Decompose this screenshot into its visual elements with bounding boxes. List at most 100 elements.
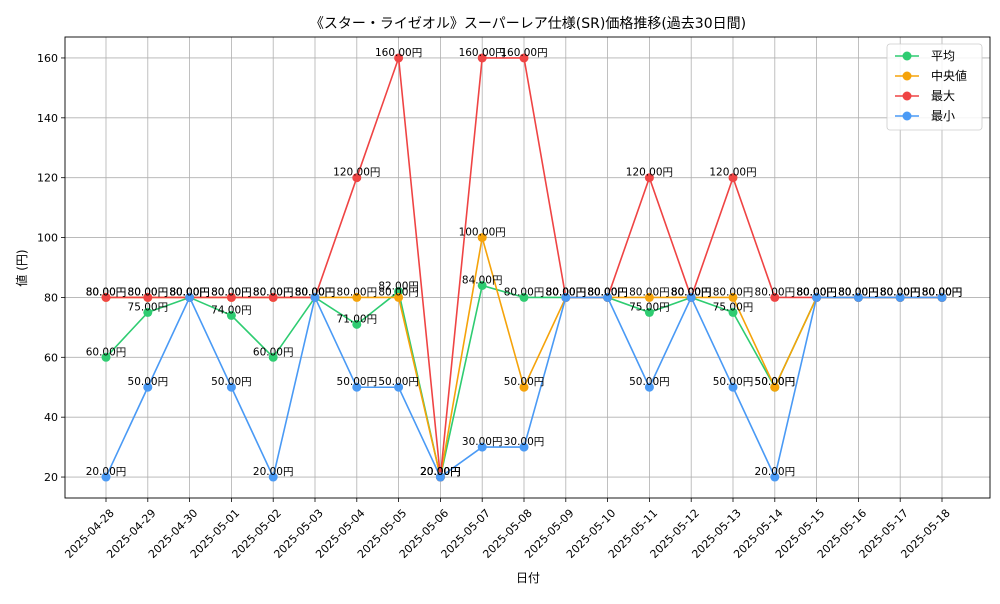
y-tick-label: 40 — [44, 411, 58, 424]
data-point — [937, 292, 947, 302]
data-label: 80.00円 — [796, 286, 837, 298]
data-point — [644, 173, 654, 183]
data-point — [268, 352, 278, 362]
data-label: 80.00円 — [880, 286, 921, 298]
data-label: 80.00円 — [295, 286, 336, 298]
data-label: 30.00円 — [504, 436, 545, 448]
data-label: 80.00円 — [838, 286, 879, 298]
data-label: 50.00円 — [755, 376, 796, 388]
y-tick-label: 80 — [44, 291, 58, 304]
data-point — [310, 292, 320, 302]
legend-box — [886, 43, 983, 131]
legend-label: 中央値 — [931, 68, 967, 83]
y-tick-label: 100 — [37, 232, 58, 245]
data-point — [561, 292, 571, 302]
data-point — [101, 292, 111, 302]
x-axis-label: 日付 — [516, 571, 540, 585]
data-label: 75.00円 — [629, 301, 670, 313]
y-axis-label: 値 (円) — [14, 249, 29, 286]
data-point — [143, 292, 153, 302]
data-point — [143, 382, 153, 392]
series-layer — [101, 53, 947, 482]
data-label: 80.00円 — [796, 286, 837, 298]
data-label: 80.00円 — [838, 286, 879, 298]
data-label: 160.00円 — [500, 47, 547, 59]
data-label: 120.00円 — [709, 167, 756, 179]
data-label: 20.00円 — [420, 466, 461, 478]
data-point — [519, 292, 529, 302]
data-label: 80.00円 — [713, 286, 754, 298]
data-label: 80.00円 — [796, 286, 837, 298]
legend-label: 平均 — [931, 49, 955, 63]
data-label: 80.00円 — [337, 286, 378, 298]
data-point — [101, 352, 111, 362]
data-point — [770, 472, 780, 482]
data-label: 80.00円 — [587, 286, 628, 298]
data-label: 80.00円 — [378, 286, 419, 298]
data-point — [394, 382, 404, 392]
legend-swatch-marker — [902, 91, 912, 101]
legend-label: 最小 — [931, 109, 955, 123]
data-label: 80.00円 — [922, 286, 963, 298]
y-tick-label: 20 — [44, 471, 58, 484]
data-point — [226, 292, 236, 302]
data-point — [686, 292, 696, 302]
data-label: 80.00円 — [629, 286, 670, 298]
data-point — [477, 442, 487, 452]
data-label: 74.00円 — [211, 304, 252, 316]
data-point — [895, 292, 905, 302]
data-point — [644, 382, 654, 392]
data-label: 80.00円 — [128, 286, 169, 298]
data-label: 80.00円 — [86, 286, 127, 298]
data-point — [853, 292, 863, 302]
legend-item: 中央値 — [895, 68, 967, 83]
data-label: 80.00円 — [880, 286, 921, 298]
y-tick-label: 140 — [37, 112, 58, 125]
data-label: 80.00円 — [128, 286, 169, 298]
data-point — [519, 442, 529, 452]
data-label: 80.00円 — [295, 286, 336, 298]
data-point — [770, 382, 780, 392]
data-label: 80.00円 — [671, 286, 712, 298]
data-point — [603, 292, 613, 302]
data-label: 80.00円 — [169, 286, 210, 298]
data-label: 80.00円 — [587, 286, 628, 298]
data-label: 50.00円 — [713, 376, 754, 388]
data-label: 120.00円 — [626, 167, 673, 179]
data-label: 80.00円 — [546, 286, 587, 298]
data-label: 80.00円 — [211, 286, 252, 298]
data-label: 80.00円 — [295, 286, 336, 298]
data-label: 71.00円 — [337, 313, 378, 325]
data-label: 80.00円 — [253, 286, 294, 298]
data-point — [268, 292, 278, 302]
data-point — [143, 307, 153, 317]
data-label: 80.00円 — [546, 286, 587, 298]
data-label: 160.00円 — [375, 47, 422, 59]
data-label: 80.00円 — [504, 286, 545, 298]
data-label: 75.00円 — [713, 301, 754, 313]
data-label: 80.00円 — [295, 286, 336, 298]
data-point — [519, 382, 529, 392]
legend-item: 最小 — [895, 109, 955, 123]
legend-item: 最大 — [895, 89, 955, 103]
y-tick-label: 120 — [37, 172, 58, 185]
y-tick-label: 160 — [37, 52, 58, 65]
data-label: 50.00円 — [629, 376, 670, 388]
data-point — [770, 292, 780, 302]
data-label: 60.00円 — [86, 346, 127, 358]
data-point — [728, 307, 738, 317]
data-point — [352, 319, 362, 329]
data-label: 75.00円 — [128, 301, 169, 313]
data-point — [268, 472, 278, 482]
data-label: 50.00円 — [755, 376, 796, 388]
axes: 2025-04-282025-04-292025-04-302025-05-01… — [37, 36, 991, 561]
data-point — [394, 53, 404, 63]
data-label: 80.00円 — [671, 286, 712, 298]
data-label: 80.00円 — [546, 286, 587, 298]
data-label: 80.00円 — [86, 286, 127, 298]
data-label: 20.00円 — [253, 466, 294, 478]
data-label: 160.00円 — [459, 47, 506, 59]
data-point — [101, 472, 111, 482]
data-point — [477, 53, 487, 63]
